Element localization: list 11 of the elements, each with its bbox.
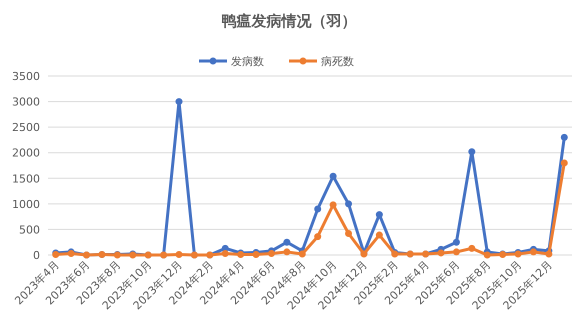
y-tick-label: 500: [19, 223, 40, 236]
y-tick-label: 3500: [12, 70, 40, 83]
y-tick-label: 1000: [12, 198, 40, 211]
chart-title: 鸭瘟发病情况（羽）: [222, 12, 356, 30]
y-tick-label: 1500: [12, 172, 40, 186]
y-tick-label: 3000: [12, 96, 40, 109]
legend-label: 发病数: [231, 55, 264, 68]
legend-label: 病死数: [321, 55, 354, 68]
y-tick-label: 2000: [12, 146, 40, 160]
y-tick-label: 0: [33, 249, 40, 262]
y-tick-label: 2500: [12, 121, 40, 134]
